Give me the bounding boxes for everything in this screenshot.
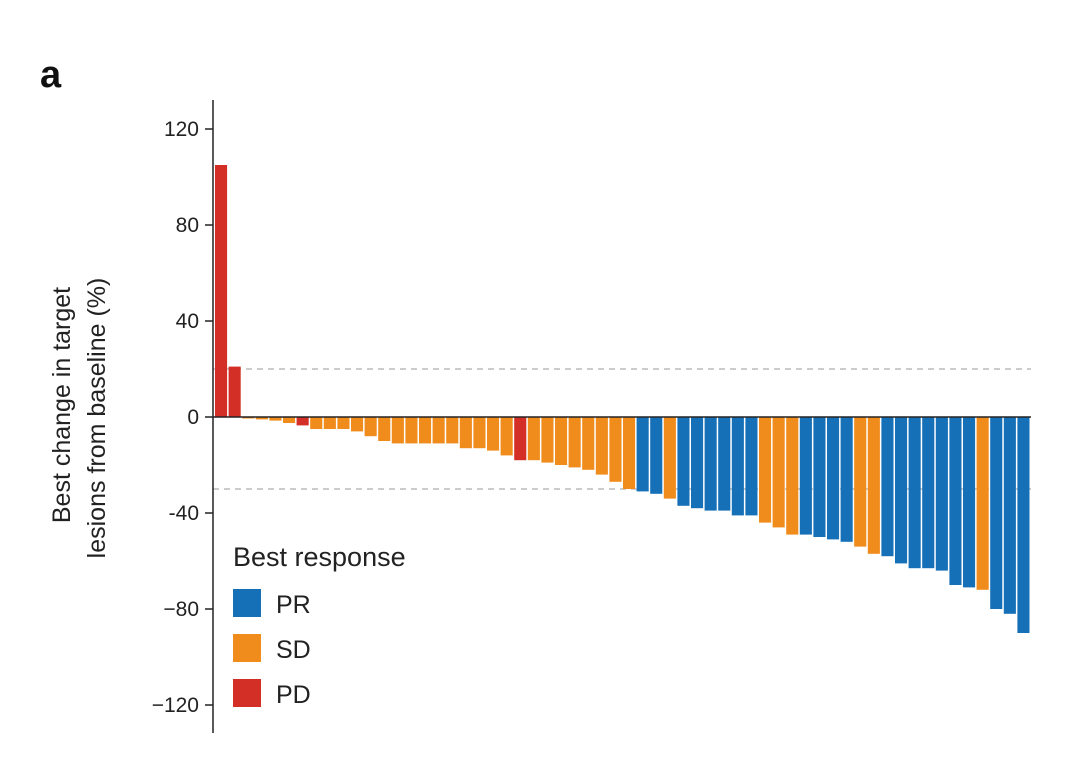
y-tick-label: −120 (152, 694, 199, 717)
bar-pr (840, 417, 853, 542)
bar-sd (432, 417, 445, 444)
bar-sd (555, 417, 568, 465)
reference-lines (213, 368, 1031, 490)
bar-sd (378, 417, 391, 441)
bar-sd (663, 417, 676, 499)
bar-pd (296, 417, 309, 426)
bar-sd (419, 417, 432, 444)
bar-pr (691, 417, 704, 509)
bar-sd (867, 417, 880, 554)
bar-pr (895, 417, 908, 564)
y-axis: 120 80 40 0 -40 −80 −120 (152, 100, 214, 733)
bar-pr (813, 417, 826, 537)
bar-sd (364, 417, 377, 437)
bar-sd (527, 417, 540, 461)
y-tick-label: 0 (187, 406, 199, 429)
y-tick-label: 40 (176, 310, 199, 333)
bar-sd (582, 417, 595, 470)
bar-sd (459, 417, 472, 449)
bar-sd (976, 417, 989, 590)
bar-sd (487, 417, 500, 451)
bar-pr (963, 417, 976, 588)
bar-pr (827, 417, 840, 540)
bar-sd (473, 417, 486, 449)
bar-sd (283, 417, 296, 423)
bar-pr (908, 417, 921, 569)
bar-sd (405, 417, 418, 444)
bar-sd (391, 417, 404, 444)
bar-pr (922, 417, 935, 569)
bar-sd (323, 417, 336, 429)
bar-pr (650, 417, 663, 494)
bar-sd (541, 417, 554, 463)
bar-pr (704, 417, 717, 511)
bar-pr (935, 417, 948, 571)
bar-sd (759, 417, 772, 523)
bar-pr (990, 417, 1003, 609)
legend-swatch-sd (233, 634, 261, 662)
legend-swatch-pd (233, 679, 261, 707)
bar-sd (623, 417, 636, 489)
bar-sd (854, 417, 867, 547)
legend-title: Best response (233, 542, 406, 572)
bar-sd (500, 417, 513, 456)
bar-sd (446, 417, 459, 444)
legend-label-pd: PD (276, 681, 311, 709)
y-axis-label-line-1: Best change in target (48, 287, 76, 523)
bar-pr (881, 417, 894, 557)
bar-pr (677, 417, 690, 506)
y-axis-label-line-2: lesions from baseline (%) (83, 278, 111, 559)
bar-sd (772, 417, 785, 528)
legend-swatch-pr (233, 589, 261, 617)
y-tick-label: 80 (176, 214, 199, 237)
bar-pr (1003, 417, 1016, 614)
bar-pr (636, 417, 649, 492)
bar-pr (745, 417, 758, 516)
bar-sd (337, 417, 350, 429)
panel-label: a (40, 54, 62, 96)
bars (215, 165, 1030, 633)
bar-sd (568, 417, 581, 468)
bar-pd (514, 417, 527, 461)
bar-sd (595, 417, 608, 475)
bar-sd (310, 417, 323, 429)
bar-pd (228, 366, 241, 417)
legend-label-sd: SD (276, 636, 311, 664)
bar-pr (731, 417, 744, 516)
bar-pd (215, 165, 228, 417)
bar-sd (786, 417, 799, 535)
bar-pr (799, 417, 812, 535)
bar-pr (718, 417, 731, 511)
y-tick-label: 120 (164, 118, 199, 141)
y-tick-label: −80 (163, 598, 199, 621)
bar-sd (269, 417, 282, 421)
legend: Best response PR SD PD (233, 542, 406, 709)
legend-label-pr: PR (276, 591, 311, 619)
y-tick-label: -40 (169, 502, 199, 525)
bar-pr (1017, 417, 1030, 633)
bar-sd (351, 417, 364, 432)
bar-sd (255, 417, 268, 420)
bar-sd (609, 417, 622, 482)
bar-pr (949, 417, 962, 585)
